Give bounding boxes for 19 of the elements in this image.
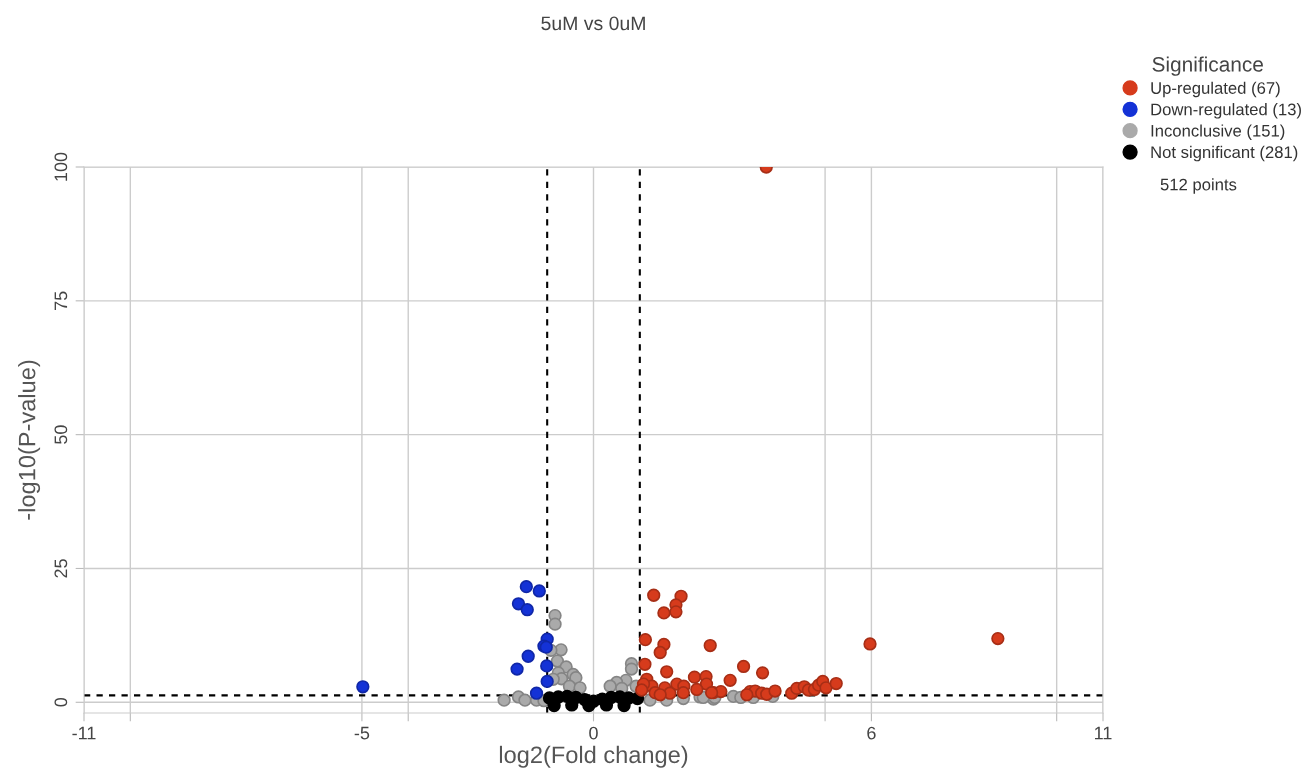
x-tick-label: -11 [72,726,96,740]
text: 512 points [1160,178,1237,194]
y-tick-label: 50 [54,425,68,444]
legend-label: Not significant (281) [1151,145,1298,162]
legend-label: Inconclusive (151) [1151,124,1285,140]
legend-label: Down-regulated (13) [1151,103,1301,119]
legend-label: Up-regulated (67) [1151,81,1280,98]
x-tick-label: 6 [867,726,876,740]
chart-title: 5uM vs 0uM [541,16,645,31]
legend-title: Significance [1152,56,1263,76]
x-tick-label: 0 [589,726,598,740]
y-tick-label: 25 [54,559,68,578]
x-axis-title: log2(Fold change) [499,745,688,768]
y-tick-label: 75 [54,291,68,310]
y-tick-label: 100 [54,152,68,181]
y-axis-title: -log10(P-value) [18,360,41,520]
x-tick-label: 11 [1095,726,1112,740]
y-tick-label: 0 [54,697,68,707]
x-tick-label: -5 [354,726,370,740]
